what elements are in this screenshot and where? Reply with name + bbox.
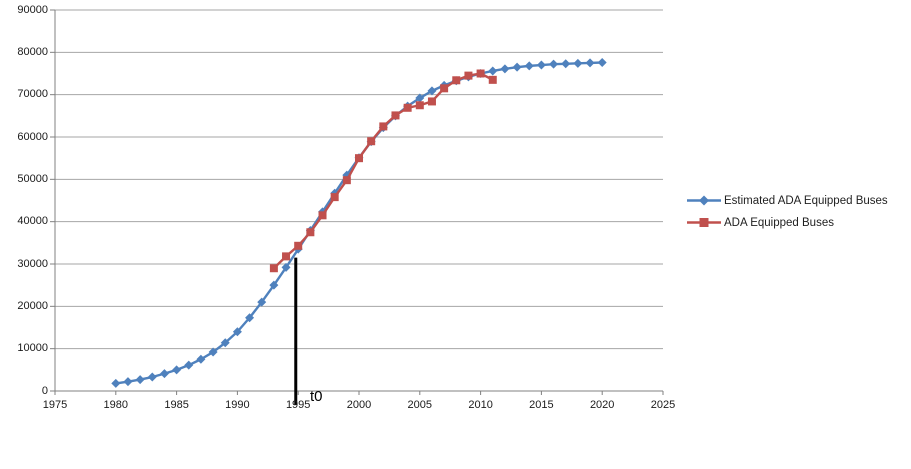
legend-entry-estimated: Estimated ADA Equipped Buses (686, 194, 888, 207)
y-tick-label: 20000 (17, 299, 48, 312)
y-tick-label: 90000 (17, 3, 48, 16)
legend-red-line-square-icon (687, 218, 721, 227)
y-tick-label: 30000 (17, 257, 48, 270)
legend-entry-actual: ADA Equipped Buses (686, 216, 888, 229)
x-tick-label: 1975 (42, 399, 68, 411)
legend-label-estimated: Estimated ADA Equipped Buses (724, 194, 888, 207)
x-tick-label: 2010 (468, 399, 493, 411)
y-tick-label: 50000 (17, 172, 48, 185)
legend-label-actual: ADA Equipped Buses (724, 216, 834, 229)
y-tick-label: 60000 (17, 130, 48, 143)
legend: Estimated ADA Equipped Buses ADA Equippe… (686, 194, 888, 229)
x-tick-label: 2005 (407, 399, 433, 411)
x-tick-label: 2015 (529, 399, 554, 411)
t0-annotation-label: t0 (310, 388, 323, 405)
y-tick-label: 80000 (17, 45, 48, 58)
y-tick-label: 70000 (17, 88, 48, 101)
legend-blue-line-diamond-icon (687, 195, 721, 206)
x-tick-label: 2020 (589, 399, 615, 411)
y-tick-label: 0 (41, 384, 48, 397)
x-tick-label: 2000 (346, 399, 372, 411)
y-tick-label: 10000 (17, 342, 48, 355)
x-tick-label: 1980 (103, 399, 129, 411)
x-tick-label: 1995 (285, 399, 311, 411)
x-tick-label: 1990 (225, 399, 250, 411)
y-tick-label: 40000 (17, 215, 48, 228)
x-tick-label: 1985 (164, 399, 189, 411)
x-tick-label: 2025 (650, 399, 676, 411)
